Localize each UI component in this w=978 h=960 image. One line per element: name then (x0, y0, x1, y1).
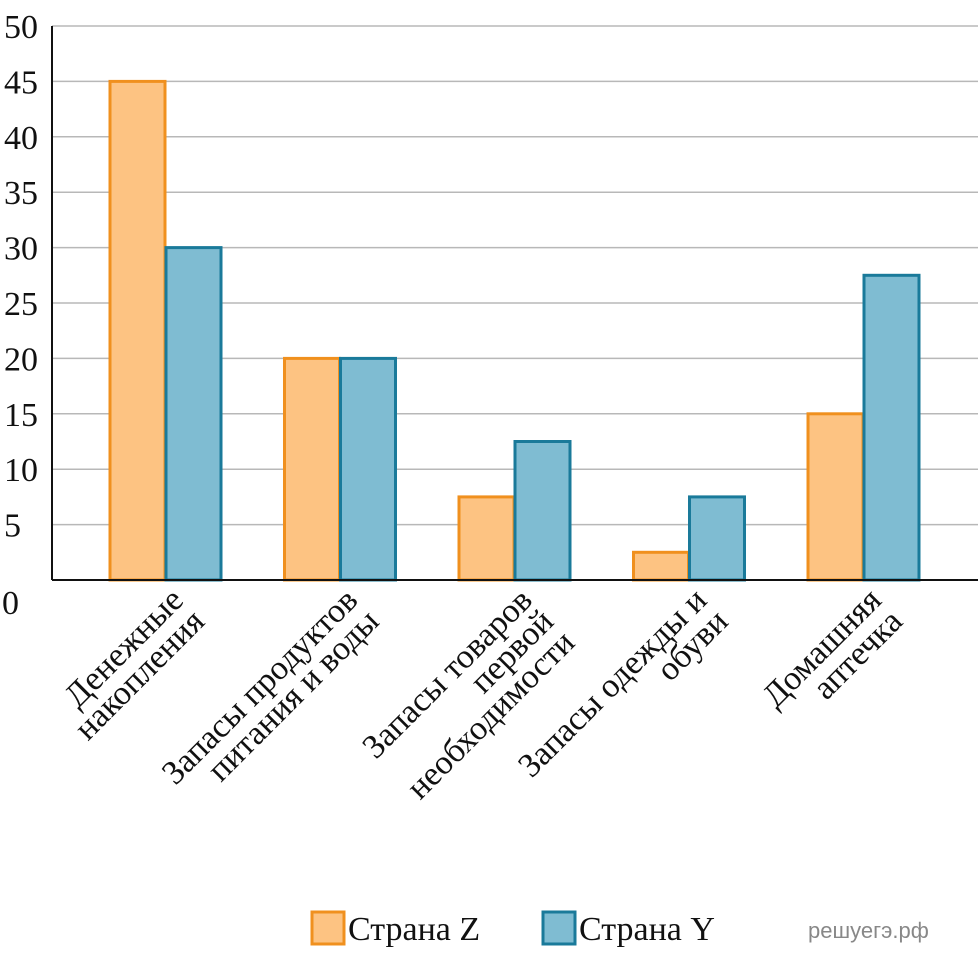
bar (108, 79, 167, 582)
bar (339, 356, 397, 582)
watermark: решуегэ.рф (808, 918, 929, 943)
bar (283, 356, 341, 582)
legend-label: Страна Z (348, 911, 480, 948)
y-tick-label: 15 (4, 397, 38, 434)
legend-label: Страна Y (579, 911, 715, 948)
y-tick-label: 0 (2, 585, 19, 622)
legend-swatch (541, 910, 577, 946)
y-tick-label: 50 (4, 9, 38, 46)
y-tick-label: 25 (4, 286, 38, 323)
y-tick-label: 45 (4, 64, 38, 101)
bar (688, 495, 746, 582)
x-tick-label: Запасы товаровпервойнеобходимости (355, 581, 582, 808)
bar (806, 412, 865, 582)
y-tick-label: 40 (4, 120, 38, 157)
x-tick-label: Домашняяаптечка (755, 581, 910, 736)
bar (164, 246, 223, 582)
bar (862, 273, 921, 582)
x-tick-label: Денежныенакопления (46, 581, 212, 747)
bar (513, 440, 572, 582)
bar (632, 550, 690, 582)
y-tick-label: 35 (4, 175, 38, 212)
y-tick-label: 10 (4, 452, 38, 489)
legend-swatch (310, 910, 346, 946)
y-tick-label: 20 (4, 341, 38, 378)
y-tick-label: 5 (4, 508, 21, 545)
y-tick-label: 30 (4, 231, 38, 268)
bar (457, 495, 516, 582)
